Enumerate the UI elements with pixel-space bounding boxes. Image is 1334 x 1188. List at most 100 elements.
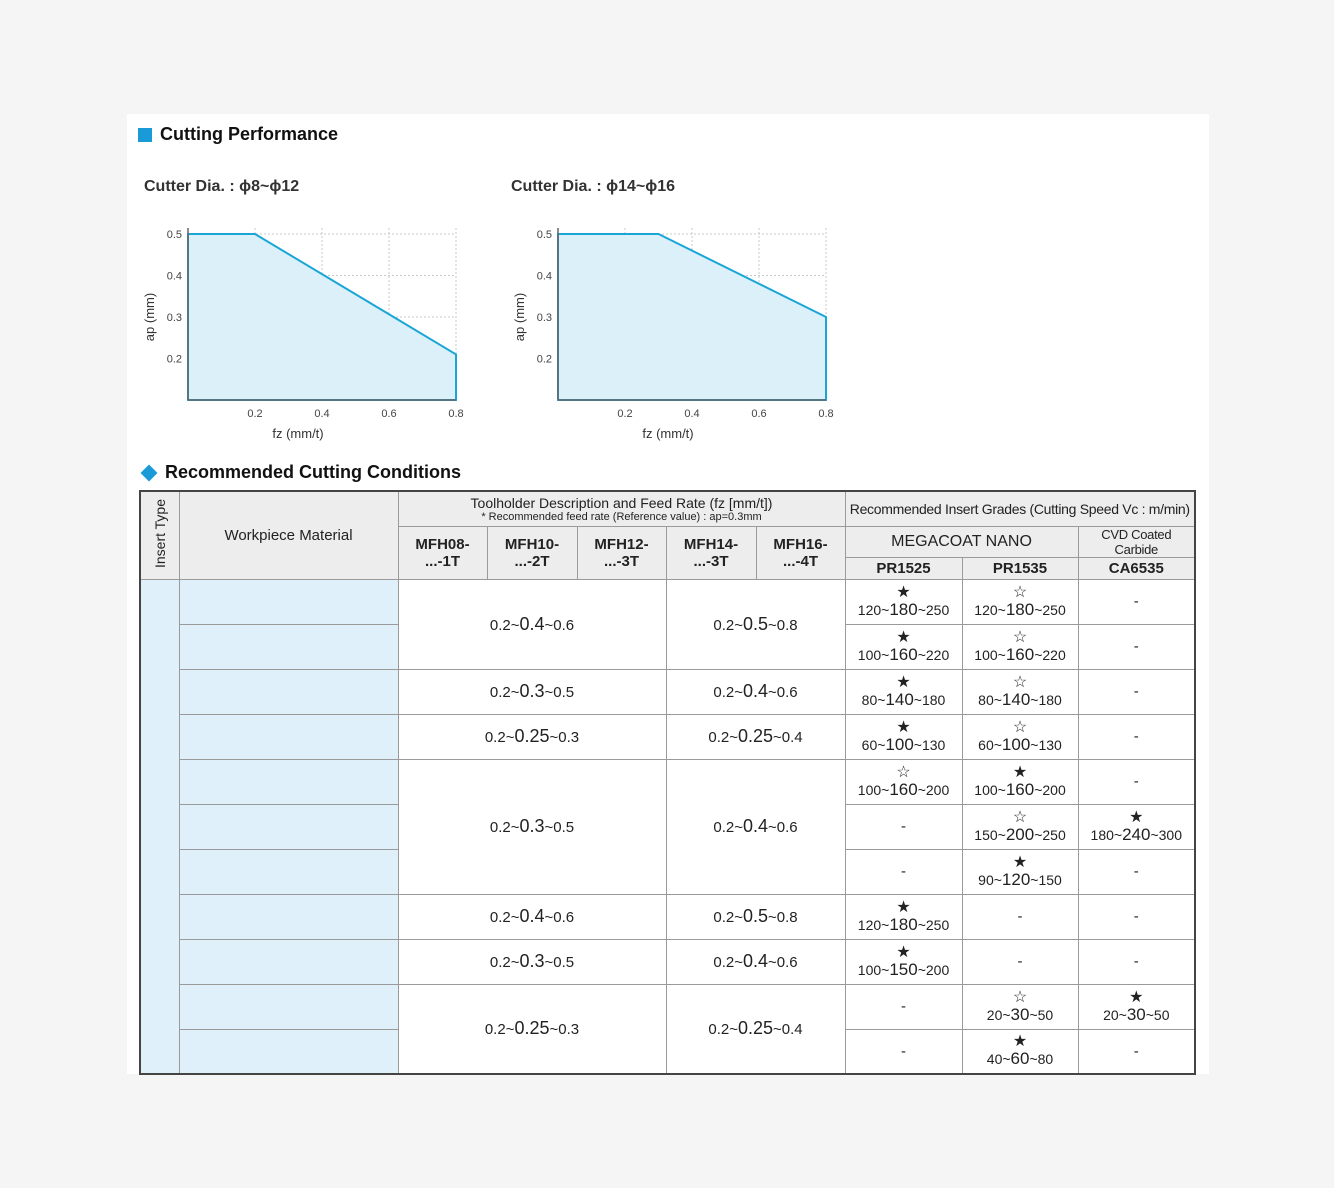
toolholder-1: MFH10- ...-2T xyxy=(486,525,578,580)
workpiece-material-cell xyxy=(178,848,399,895)
x-tick-label: 0.2 xyxy=(617,408,632,420)
workpiece-material-cell xyxy=(178,803,399,850)
toolholder-0: MFH08- ...-1T xyxy=(397,525,488,580)
grade-speed-cell: - xyxy=(1077,1028,1196,1075)
outline-star-icon: ☆ xyxy=(1012,628,1028,646)
chart-title-1: Cutter Dia. : ϕ8~ϕ12 xyxy=(144,178,300,195)
grade-speed-cell: - xyxy=(1077,713,1196,760)
y-tick-label: 0.2 xyxy=(167,354,182,366)
workpiece-material-cell xyxy=(178,713,399,760)
insert-type-header: Insert Type xyxy=(139,490,180,580)
table-row: 0.2~0.4~0.6 0.2~0.5~0.8 ★ 120~180~250- - xyxy=(140,893,1196,940)
grade-speed-cell: ★ 20~30~50 xyxy=(1077,983,1196,1030)
y-axis-label: ap (mm) xyxy=(512,293,527,341)
x-tick-label: 0.2 xyxy=(247,408,262,420)
cutting-performance-chart-2: 0.2 0.4 0.6 0.8 0.5 0.4 0.3 0.2 fz (mm/t) ap (mm) xyxy=(512,228,834,441)
feed-rate-cell-large: 0.2~0.25~0.4 xyxy=(665,713,846,760)
x-axis-label: fz (mm/t) xyxy=(642,426,693,441)
feed-rate-cell-large: 0.2~0.25~0.4 xyxy=(665,983,846,1075)
grade-speed-cell: ☆ 100~160~220 xyxy=(961,623,1079,670)
outline-star-icon: ☆ xyxy=(1012,988,1028,1006)
feed-rate-cell-large: 0.2~0.4~0.6 xyxy=(665,758,846,895)
grade-speed-cell: ★ 100~160~220 xyxy=(844,623,963,670)
cutting-performance-chart-1: 0.2 0.4 0.6 0.8 0.5 0.4 0.3 0.2 fz (mm/t) ap (mm) xyxy=(142,228,464,441)
filled-star-icon: ★ xyxy=(1012,1033,1028,1051)
grade-header-1: PR1535 xyxy=(961,556,1079,580)
x-tick-label: 0.4 xyxy=(314,408,329,420)
grade-speed-cell: - xyxy=(1077,668,1196,715)
feed-rate-cell-small: 0.2~0.25~0.3 xyxy=(397,713,667,760)
y-tick-label: 0.3 xyxy=(537,312,552,324)
grade-speed-cell: ☆ 150~200~250 xyxy=(961,803,1079,850)
table-row: - ☆ 150~200~250 ★ 180~240~300 xyxy=(140,803,1196,850)
filled-star-icon: ★ xyxy=(896,628,911,646)
blue-diamond-icon xyxy=(140,464,158,481)
x-tick-label: 0.6 xyxy=(381,408,396,420)
grade-speed-cell: - xyxy=(1077,623,1196,670)
y-tick-label: 0.2 xyxy=(537,354,552,366)
feed-rate-cell-small: 0.2~0.4~0.6 xyxy=(397,578,667,670)
y-tick-label: 0.3 xyxy=(167,312,182,324)
filled-star-icon: ★ xyxy=(1012,763,1028,781)
workpiece-material-cell xyxy=(178,893,399,940)
y-tick-label: 0.4 xyxy=(167,271,182,283)
y-axis-label: ap (mm) xyxy=(142,293,157,341)
grade-speed-cell: - xyxy=(1077,938,1196,985)
y-tick-label: 0.4 xyxy=(537,271,552,283)
grade-speed-cell: ☆ 120~180~250 xyxy=(961,578,1079,625)
section-title-conditions: Recommended Cutting Conditions xyxy=(140,462,461,483)
toolholder-3: MFH14- ...-3T xyxy=(665,525,757,580)
grade-speed-cell: - xyxy=(1077,578,1196,625)
y-tick-label: 0.5 xyxy=(167,229,182,241)
table-row: 0.2~0.3~0.5 0.2~0.4~0.6 ★ 100~150~200- - xyxy=(140,938,1196,985)
outline-star-icon: ☆ xyxy=(1012,673,1028,691)
blue-square-icon xyxy=(138,127,152,142)
grade-speed-cell: ☆ 60~100~130 xyxy=(961,713,1079,760)
grade-speed-cell: ☆ 80~140~180 xyxy=(961,668,1079,715)
table-row: 0.2~0.25~0.3 0.2~0.25~0.4 ★ 60~100~130 ☆ 60~1… xyxy=(140,713,1196,760)
grade-speed-cell: - xyxy=(1077,758,1196,805)
outline-star-icon: ☆ xyxy=(896,763,911,781)
grade-header-0: PR1525 xyxy=(844,556,963,580)
grade-speed-cell: ★ 100~150~200 xyxy=(844,938,963,985)
grade-speed-cell: ★ 40~60~80 xyxy=(961,1028,1079,1075)
outline-star-icon: ☆ xyxy=(1012,718,1028,736)
workpiece-material-cell xyxy=(178,1028,399,1075)
grades-header: Recommended Insert Grades (Cutting Speed… xyxy=(844,490,1196,527)
x-tick-label: 0.6 xyxy=(751,408,766,420)
workpiece-material-cell xyxy=(178,623,399,670)
x-tick-label: 0.4 xyxy=(684,408,699,420)
filled-star-icon: ★ xyxy=(896,943,911,961)
grade-speed-cell: ★ 80~140~180 xyxy=(844,668,963,715)
grade-speed-cell: - xyxy=(844,1028,963,1075)
grade-speed-cell: ★ 120~180~250 xyxy=(844,578,963,625)
x-tick-label: 0.8 xyxy=(448,408,463,420)
megacoat-header: MEGACOAT NANO xyxy=(844,525,1079,558)
section-title-performance: Cutting Performance xyxy=(138,124,338,145)
cvd-header: CVD Coated Carbide xyxy=(1077,525,1196,558)
grade-speed-cell: - xyxy=(961,893,1079,940)
filled-star-icon: ★ xyxy=(896,718,911,736)
workpiece-material-cell xyxy=(178,983,399,1030)
x-tick-label: 0.8 xyxy=(818,408,833,420)
table-row: - ★ 40~60~80- xyxy=(140,1028,1196,1075)
grade-speed-cell: ★ 120~180~250 xyxy=(844,893,963,940)
insert-type-cell xyxy=(139,578,180,1075)
performance-area xyxy=(187,233,457,401)
feed-rate-cell-large: 0.2~0.4~0.6 xyxy=(665,938,846,985)
chart-title-2: Cutter Dia. : ϕ14~ϕ16 xyxy=(511,178,676,195)
feed-rate-cell-small: 0.2~0.3~0.5 xyxy=(397,758,667,895)
feed-rate-cell-small: 0.2~0.25~0.3 xyxy=(397,983,667,1075)
grade-speed-cell: ★ 90~120~150 xyxy=(961,848,1079,895)
workpiece-material-cell xyxy=(178,758,399,805)
toolholder-2: MFH12- ...-3T xyxy=(576,525,667,580)
grade-speed-cell: ☆ 20~30~50 xyxy=(961,983,1079,1030)
feed-rate-cell-large: 0.2~0.5~0.8 xyxy=(665,578,846,670)
filled-star-icon: ★ xyxy=(896,673,911,691)
grade-speed-cell: - xyxy=(844,983,963,1030)
toolholder-header: Toolholder Description and Feed Rate (fz… xyxy=(397,490,846,527)
grade-speed-cell: - xyxy=(844,803,963,850)
performance-area xyxy=(557,233,827,401)
x-axis-label: fz (mm/t) xyxy=(272,426,323,441)
filled-star-icon: ★ xyxy=(896,583,911,601)
